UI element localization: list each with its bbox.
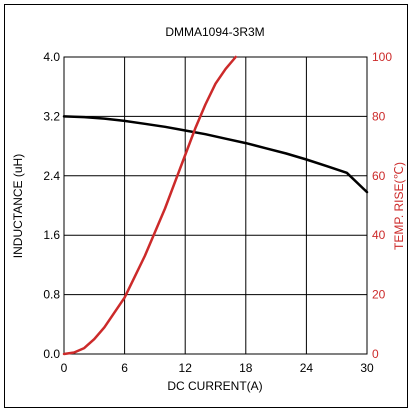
plot-area-border — [63, 56, 368, 355]
y-axis-label-left: INDUCTANCE (uH) — [11, 154, 25, 258]
x-tick-label: 0 — [61, 361, 68, 375]
tick-labels: 0 6 12 18 24 30 0.0 0.8 1.6 2.4 3.2 4.0 0 20 40 60 80 100 — [43, 50, 392, 375]
y-tick-label-left: 2.4 — [43, 169, 60, 183]
y-tick-label-left: 1.6 — [43, 228, 60, 242]
y-tick-label-left: 3.2 — [43, 109, 60, 123]
y-tick-label-right: 0 — [372, 347, 379, 361]
y-axis-label-right: TEMP. RISE(℃) — [392, 162, 406, 250]
y-tick-label-right: 40 — [372, 228, 386, 242]
grid — [64, 57, 367, 354]
x-tick-label: 12 — [179, 361, 193, 375]
x-tick-label: 6 — [121, 361, 128, 375]
y-tick-label-left: 4.0 — [43, 50, 60, 64]
x-axis-label: DC CURRENT(A) — [167, 379, 262, 393]
y-tick-label-right: 80 — [372, 109, 386, 123]
y-tick-label-right: 60 — [372, 169, 386, 183]
y-tick-label-right: 100 — [372, 50, 392, 64]
x-tick-label: 18 — [239, 361, 253, 375]
y-tick-label-right: 20 — [372, 288, 386, 302]
x-tick-label: 24 — [300, 361, 314, 375]
x-tick-label: 30 — [360, 361, 374, 375]
chart-title: DMMA1094-3R3M — [165, 25, 264, 39]
y-tick-label-left: 0.0 — [43, 347, 60, 361]
temperature-rise-line — [62, 55, 237, 356]
inductance-line — [62, 115, 369, 194]
y-tick-label-left: 0.8 — [43, 288, 60, 302]
chart-frame — [4, 4, 408, 408]
series-group — [62, 55, 369, 356]
